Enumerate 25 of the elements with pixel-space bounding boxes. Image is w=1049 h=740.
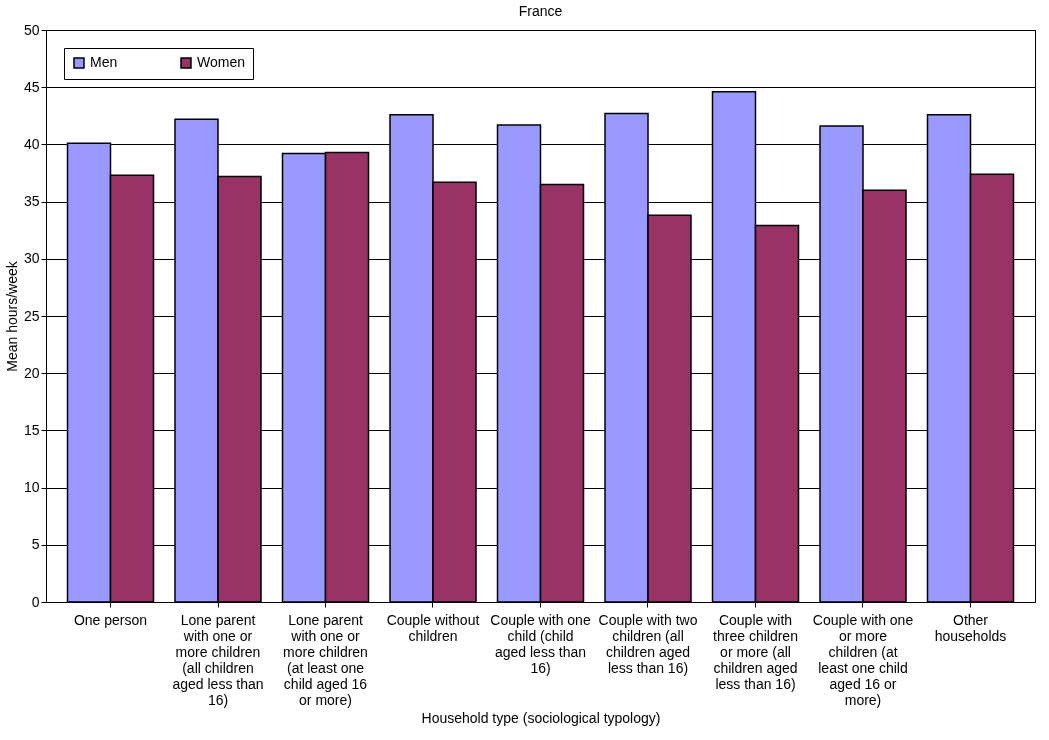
x-tick-label: Couple with two children (all children aged less than 16) <box>598 611 698 676</box>
legend-label: Women <box>197 54 245 70</box>
chart-title: France <box>518 3 563 19</box>
y-tick-label: 40 <box>23 135 40 152</box>
x-tick-label: One person <box>73 611 148 628</box>
x-tick-label: Couple with three children or more (all children aged less than 16) <box>713 611 798 692</box>
x-tick-label: Other households <box>934 611 1007 644</box>
y-tick-label: 0 <box>31 593 40 610</box>
x-tick-label: Couple with one or more children (at least one child aged 16 or more) <box>812 611 914 708</box>
x-tick-label: Lone parent with one or more children (at least one child aged 16 or more) <box>283 611 368 708</box>
y-tick-label: 30 <box>23 250 40 267</box>
y-tick-label: 10 <box>23 479 40 496</box>
x-tick-label: Couple without children <box>386 611 480 644</box>
legend-label: Men <box>90 54 118 70</box>
x-tick-label: Couple with one child (child aged less than 16) <box>490 611 591 676</box>
y-tick-label: 20 <box>23 364 40 381</box>
x-axis-title: Household type (sociological typology) <box>421 709 661 726</box>
y-tick-label: 45 <box>23 78 40 95</box>
x-tick-label: Lone parent with one or more children (all children aged less than 16) <box>172 611 264 708</box>
y-tick-label: 15 <box>23 421 40 438</box>
y-tick-label: 35 <box>23 193 40 210</box>
y-tick-label: 25 <box>23 307 40 324</box>
y-tick-label: 5 <box>31 536 40 553</box>
y-tick-label: 50 <box>23 21 40 38</box>
y-axis-title: Mean hours/week <box>3 260 20 372</box>
